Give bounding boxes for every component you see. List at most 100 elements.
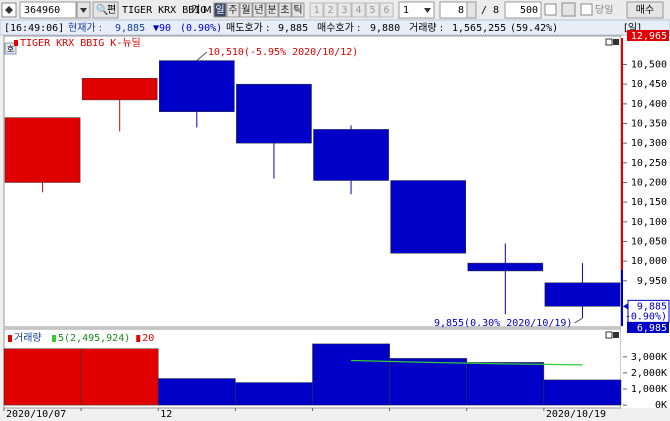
y-tick-label: 3,000K	[631, 352, 667, 363]
legend-name: 20	[142, 333, 154, 344]
low-note: 9,855(0.30% 2020/10/19)	[434, 318, 572, 329]
legend-swatch	[136, 335, 141, 342]
period-button[interactable]	[226, 2, 240, 18]
num-label: 6	[383, 5, 389, 16]
num-label: 2	[327, 5, 333, 16]
legend-swatch	[8, 335, 12, 342]
checkbox[interactable]	[544, 3, 557, 16]
today-label: 당일	[595, 4, 613, 16]
panel-button[interactable]	[605, 331, 613, 339]
ma-line	[351, 359, 583, 366]
num-button[interactable]	[309, 2, 324, 18]
period-label: 분	[267, 4, 276, 16]
volume: 1,565,255	[452, 23, 506, 34]
code-input[interactable]	[19, 1, 77, 19]
current-arrow	[623, 303, 628, 310]
candle-body	[4, 117, 81, 183]
axis-panel	[621, 36, 670, 408]
y-tick-label: 10,250	[631, 158, 667, 169]
current-change: (-0.90%)	[619, 311, 667, 322]
menu-icon	[5, 6, 13, 14]
bid-label: 매수호가 :	[317, 22, 360, 34]
period-button[interactable]	[278, 2, 292, 18]
count-spinner[interactable]	[466, 1, 477, 19]
tool-button[interactable]	[561, 2, 576, 17]
num-button[interactable]	[351, 2, 366, 18]
period-label: 년	[254, 4, 263, 16]
period-label: 주	[228, 5, 237, 16]
search-button[interactable]	[92, 1, 119, 19]
high-note: 10,510(-5.95% 2020/10/12)	[208, 47, 359, 58]
volume-pct: (59.42%)	[510, 23, 558, 34]
change-pct: (0.90%)	[180, 23, 222, 34]
volume-bar	[389, 358, 467, 406]
volume-label: 거래량 :	[409, 22, 443, 34]
period-button[interactable]	[239, 2, 253, 18]
volume-bar	[3, 348, 82, 406]
upper-limit-box	[627, 30, 669, 41]
y-tick-label: 10,350	[631, 119, 667, 130]
side-button[interactable]	[4, 42, 17, 55]
y-tick-label: 10,100	[631, 217, 667, 228]
panel-button[interactable]	[613, 39, 619, 45]
price: 9,885	[115, 23, 145, 34]
period-label: 초	[280, 4, 289, 16]
y-tick-label: 10,500	[631, 60, 667, 71]
ask: 9,885	[278, 23, 308, 34]
code: 364960	[24, 5, 60, 16]
period-label: 일	[215, 4, 224, 16]
price-label: 현재가 :	[68, 22, 102, 34]
period-button[interactable]	[291, 2, 305, 18]
y-tick-label: 9,950	[637, 276, 667, 287]
num-button[interactable]	[379, 2, 394, 18]
candle-body	[159, 60, 235, 112]
num-label: 5	[369, 5, 375, 16]
bid: 9,880	[370, 23, 400, 34]
candle-body	[390, 180, 466, 254]
current-price: 9,885	[637, 301, 667, 312]
candle-body	[81, 78, 158, 101]
y-tick-label: 10,150	[631, 197, 667, 208]
m-button[interactable]: M	[203, 5, 212, 16]
volume-bar	[543, 379, 622, 406]
period-button[interactable]	[252, 2, 266, 18]
period-button[interactable]	[213, 2, 227, 18]
volume-bar	[158, 378, 236, 406]
panel-button[interactable]	[605, 38, 613, 46]
candle-body	[236, 83, 312, 144]
y-tick-label: 2,000K	[631, 368, 667, 379]
count: 8	[458, 5, 464, 16]
search-label: 편	[107, 4, 116, 16]
ask-label: 매도호가 :	[226, 22, 269, 34]
x-tick-label: 12	[160, 409, 172, 420]
period-button[interactable]	[265, 2, 279, 18]
y-tick-label: 10,450	[631, 79, 667, 90]
lower-limit: 6,985	[637, 323, 667, 334]
stock-name: TIGER KRX BBIG	[122, 5, 206, 16]
y-tick-label: 10,400	[631, 99, 667, 110]
y-tick-label: 1,000K	[631, 384, 667, 395]
num-button[interactable]	[365, 2, 380, 18]
lower-limit-box	[627, 322, 669, 333]
y-tick-label: 10,050	[631, 236, 667, 247]
bars-input[interactable]	[504, 1, 542, 19]
candle-body	[467, 262, 544, 272]
buy-button[interactable]	[626, 1, 664, 19]
low-note-line	[574, 317, 583, 324]
y-tick-label: 10,300	[631, 138, 667, 149]
k-button[interactable]: 기	[191, 4, 200, 16]
upper-limit: 12,965	[631, 31, 667, 42]
period-label: 월	[241, 4, 250, 16]
legend-swatch	[52, 335, 56, 342]
side-label: 호	[7, 45, 14, 54]
volume-bar	[466, 362, 545, 406]
today-checkbox[interactable]	[580, 3, 593, 16]
panel-button[interactable]	[613, 332, 619, 338]
num-button[interactable]	[337, 2, 352, 18]
high-note-line	[196, 51, 208, 61]
select-box[interactable]	[398, 1, 435, 19]
num-label: 3	[341, 5, 347, 16]
volume-bar	[235, 382, 313, 406]
num-button[interactable]	[323, 2, 338, 18]
